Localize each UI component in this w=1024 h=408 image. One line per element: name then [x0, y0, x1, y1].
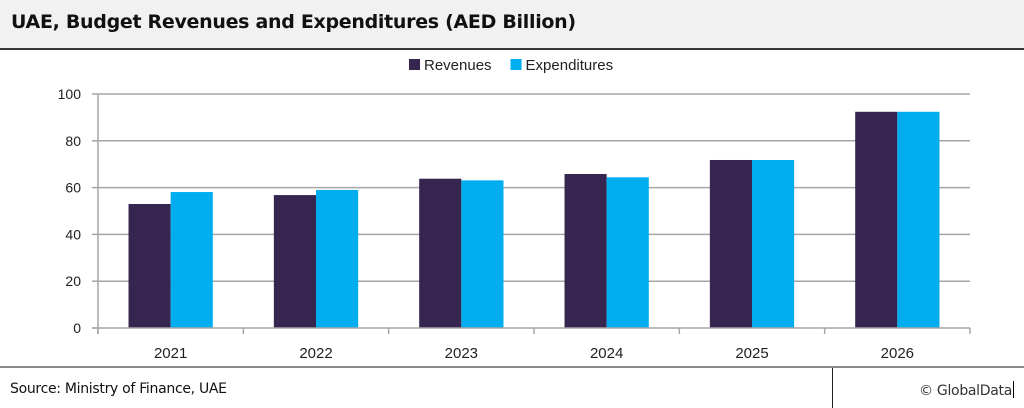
x-tick-label: 2022 — [299, 345, 332, 362]
title-bar: UAE, Budget Revenues and Expenditures (A… — [0, 0, 1024, 50]
bar-expenditures-2026 — [897, 111, 940, 328]
bar-expenditures-2025 — [752, 159, 795, 328]
bar-revenues-2025 — [709, 159, 752, 328]
x-tick-label: 2023 — [445, 345, 478, 362]
copyright-label: © GlobalData — [919, 383, 1012, 399]
x-tick-label: 2024 — [590, 345, 623, 362]
y-tick-label: 80 — [65, 133, 81, 149]
bar-expenditures-2021 — [170, 192, 213, 328]
source-note: Source: Ministry of Finance, UAE — [10, 381, 227, 397]
legend: Revenues Expenditures — [409, 57, 613, 74]
y-tick-label: 40 — [65, 226, 81, 242]
legend-swatch-revenues — [409, 59, 420, 70]
bar-revenues-2023 — [419, 178, 462, 328]
copyright-note: © GlobalData — [919, 381, 1014, 399]
legend-label-revenues: Revenues — [424, 57, 492, 74]
bar-expenditures-2023 — [461, 180, 504, 328]
chart-title: UAE, Budget Revenues and Expenditures (A… — [11, 11, 576, 33]
bar-revenues-2026 — [855, 111, 898, 328]
y-tick-label: 20 — [65, 273, 81, 289]
bar-revenues-2024 — [564, 174, 607, 328]
legend-swatch-expenditures — [510, 59, 522, 70]
bar-expenditures-2022 — [316, 189, 359, 328]
bar-expenditures-2024 — [606, 177, 649, 328]
text-cursor — [1013, 381, 1014, 398]
x-tick-label: 2026 — [881, 345, 914, 362]
bar-revenues-2021 — [128, 203, 171, 328]
bar-revenues-2022 — [273, 195, 316, 328]
footer-divider — [0, 366, 1024, 368]
footer-vertical-divider — [832, 368, 833, 408]
x-tick-label: 2021 — [154, 345, 187, 362]
y-tick-label: 100 — [58, 86, 82, 102]
gridlines — [98, 93, 970, 282]
y-tick-label: 0 — [73, 320, 81, 336]
bar-chart: Revenues Expenditures 0 20 40 60 80 100 2021 202… — [58, 57, 971, 362]
x-tick-label: 2025 — [735, 345, 768, 362]
legend-label-expenditures: Expenditures — [526, 57, 614, 74]
bars — [128, 111, 940, 328]
y-tick-label: 60 — [65, 180, 81, 196]
axes: 0 20 40 60 80 100 2021 2022 2023 2024 2025 2026 — [58, 86, 971, 362]
